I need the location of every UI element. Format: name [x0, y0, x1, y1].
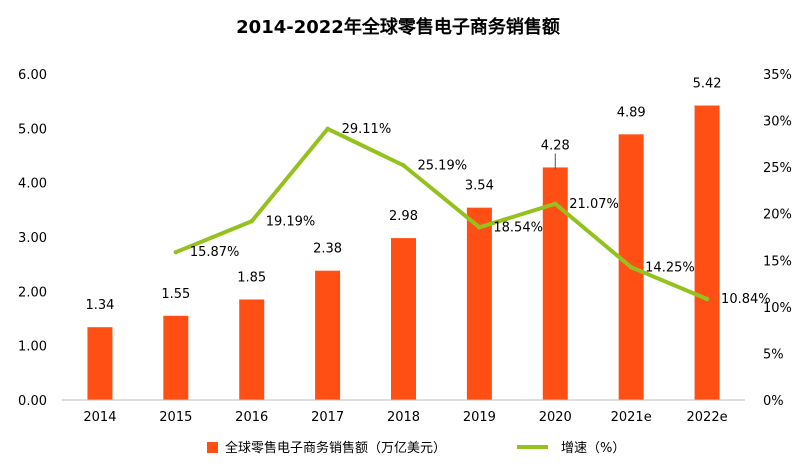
right-axis-tick-20%: 20% [763, 208, 792, 223]
bar-value-label-2020: 4.28 [541, 138, 570, 153]
right-axis-tick-15%: 15% [763, 254, 792, 269]
growth-value-label-2020: 21.07% [569, 197, 619, 212]
x-axis-tick-2017: 2017 [311, 410, 344, 425]
x-axis-tick-2019: 2019 [463, 410, 496, 425]
x-axis-tick-2016: 2016 [235, 410, 268, 425]
growth-point-2018 [401, 163, 406, 168]
growth-point-2020 [553, 201, 558, 206]
growth-value-label-2016: 19.19% [266, 214, 316, 229]
growth-value-label-2019: 18.54% [493, 220, 543, 235]
bar-value-label-2016: 1.85 [237, 270, 266, 285]
bar-value-label-2022e: 5.42 [693, 77, 722, 92]
bar-2019 [466, 207, 492, 400]
bar-2016 [239, 299, 265, 400]
right-axis-tick-35%: 35% [763, 68, 792, 83]
legend-swatch-bar [207, 442, 218, 453]
legend-label-line-series: 增速（%） [561, 441, 625, 456]
data-labels: 1.34 1.55 1.85 2.38 2.98 3.54 4.28 4.89 5.42 15.8… [85, 77, 770, 314]
left-axis-tick-4.00: 4.00 [18, 177, 47, 192]
growth-point-2015 [173, 249, 179, 255]
x-axis-tick-2022e: 2022e [687, 410, 728, 425]
right-axis-tick-25%: 25% [763, 161, 792, 176]
left-axis-tick-2.00: 2.00 [18, 285, 47, 300]
left-axis-tick-3.00: 3.00 [18, 231, 47, 246]
right-axis-tick-5%: 5% [763, 347, 784, 362]
x-axis-tick-2015: 2015 [159, 410, 192, 425]
bar-value-label-2019: 3.54 [465, 179, 494, 194]
bar-2017 [315, 270, 341, 400]
right-axis-tick-10%: 10% [763, 301, 792, 316]
legend-label-bar-series: 全球零售电子商务销售额（万亿美元） [225, 440, 446, 456]
chart-title: 2014-2022年全球零售电子商务销售额 [236, 16, 560, 38]
bar-value-label-2014: 1.34 [85, 298, 114, 313]
growth-point-2019 [477, 225, 482, 230]
bar-value-label-2021e: 4.89 [617, 105, 646, 120]
bar-2014 [87, 327, 113, 400]
bar-value-label-2017: 2.38 [313, 242, 342, 257]
axes: 0.00 1.00 2.00 3.00 4.00 5.00 6.00 0% 5% 10% 15% 20… [18, 68, 792, 425]
growth-point-2016 [249, 219, 254, 224]
right-axis-tick-30%: 30% [763, 115, 792, 130]
bar-value-label-2018: 2.98 [389, 209, 418, 224]
left-axis-tick-0.00: 0.00 [18, 394, 47, 409]
growth-line [173, 126, 710, 302]
x-axis-tick-2020: 2020 [539, 410, 572, 425]
growth-value-label-2021e: 14.25% [645, 260, 695, 275]
legend: 全球零售电子商务销售额（万亿美元） 增速（%） [207, 440, 625, 456]
x-axis-tick-2021e: 2021e [611, 410, 652, 425]
left-axis-tick-1.00: 1.00 [18, 340, 47, 355]
growth-value-label-2022e: 10.84% [721, 292, 771, 307]
x-axis-tick-2014: 2014 [83, 410, 116, 425]
bar-2018 [391, 238, 416, 400]
growth-value-label-2015: 15.87% [190, 245, 240, 260]
plot-area [87, 105, 720, 400]
left-axis-tick-6.00: 6.00 [18, 68, 47, 83]
growth-value-label-2017: 29.11% [342, 122, 392, 137]
bar-value-label-2015: 1.55 [161, 287, 190, 302]
bar-2015 [163, 315, 189, 400]
growth-point-2017 [325, 126, 330, 132]
growth-value-label-2018: 25.19% [418, 158, 468, 173]
growth-point-2022e [704, 296, 710, 302]
growth-point-2021e [628, 265, 634, 270]
left-axis-tick-5.00: 5.00 [18, 122, 47, 137]
right-axis-tick-0%: 0% [763, 394, 784, 409]
x-axis-tick-2018: 2018 [387, 410, 420, 425]
bar-2022e [694, 105, 720, 400]
